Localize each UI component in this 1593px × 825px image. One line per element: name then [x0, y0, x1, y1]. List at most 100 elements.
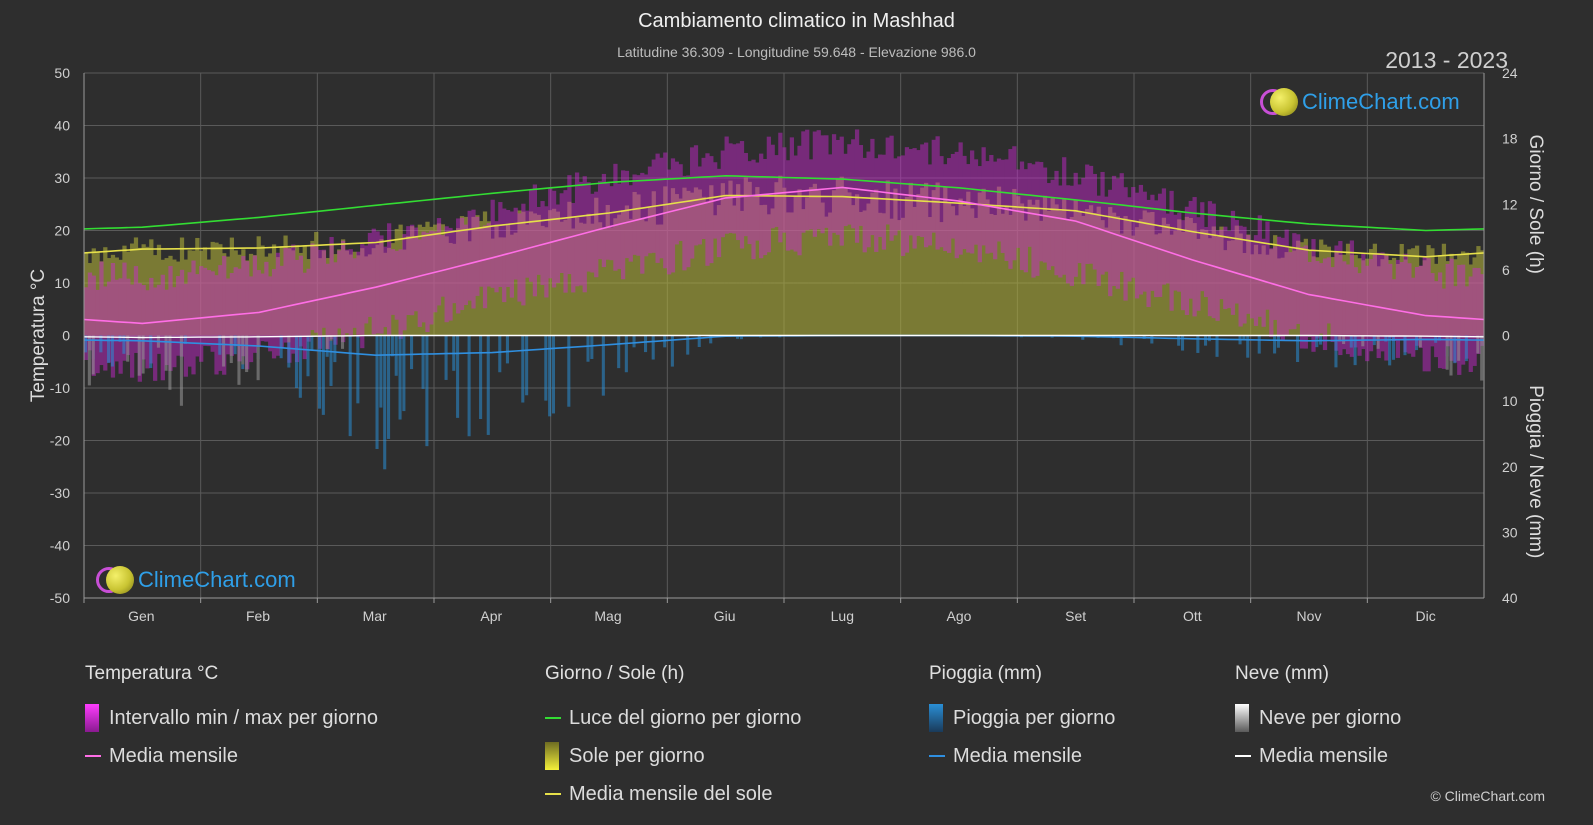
- temp-range-bar: [130, 284, 135, 378]
- temp-range-bar: [977, 166, 982, 263]
- sunshine-bar: [532, 213, 538, 336]
- sunshine-bar: [851, 205, 856, 336]
- temp-range-bar: [728, 143, 733, 233]
- logo-bottom-left[interactable]: ClimeChart.com: [96, 566, 296, 594]
- sunshine-bar: [1457, 254, 1462, 336]
- rain-bar: [1437, 335, 1442, 341]
- legend-label: Media mensile: [109, 744, 238, 767]
- temp-range-bar: [1330, 267, 1335, 342]
- right-bottom-tick-label: 40: [1502, 590, 1518, 606]
- x-tick-label: Gen: [128, 608, 154, 624]
- temp-range-bar: [1062, 157, 1067, 275]
- temp-range-bar: [1280, 237, 1285, 341]
- sunshine-bar: [268, 253, 273, 336]
- sunshine-bar: [912, 206, 917, 336]
- sunshine-bar: [421, 226, 426, 336]
- temp-range-bar: [670, 158, 676, 273]
- temp-range-bar: [145, 290, 150, 369]
- snow-bar: [229, 335, 233, 364]
- logo-top-right[interactable]: ClimeChart.com: [1260, 88, 1460, 116]
- temp-range-bar: [1173, 214, 1178, 291]
- temp-range-bar: [387, 223, 392, 335]
- temp-range-bar: [379, 235, 384, 334]
- temp-range-bar: [751, 159, 756, 260]
- sunshine-bar: [1326, 246, 1331, 336]
- sunshine-bar: [831, 190, 837, 336]
- temp-range-bar: [164, 289, 169, 366]
- temp-range-bar: [1353, 267, 1358, 348]
- sunshine-bar: [1384, 254, 1389, 336]
- sunshine-bar: [1257, 254, 1262, 336]
- sunshine-bar: [551, 208, 557, 336]
- snow-bar: [237, 335, 241, 385]
- temp-range-bar: [785, 160, 791, 251]
- temp-range-bar: [805, 129, 810, 231]
- legend-item-rain: Pioggia per giorno: [929, 699, 1115, 737]
- sunshine-bar: [237, 254, 242, 336]
- temp-range-bar: [709, 156, 714, 264]
- sunshine-bar: [1288, 247, 1293, 336]
- sunshine-bar: [191, 250, 196, 336]
- sunshine-bar: [900, 217, 906, 336]
- temp-range-bar: [498, 202, 503, 288]
- sunshine-bar: [1215, 236, 1220, 336]
- sunshine-bar: [1365, 258, 1370, 336]
- temp-range-bar: [586, 182, 591, 272]
- temp-range-bar: [843, 153, 848, 227]
- temp-range-bar: [459, 217, 465, 311]
- sunshine-bar: [728, 180, 733, 336]
- legend-swatch: [545, 717, 561, 719]
- rain-bar: [410, 335, 414, 370]
- sunshine-bar: [762, 204, 768, 336]
- temp-range-bar: [1430, 273, 1435, 347]
- temp-range-bar: [1296, 234, 1301, 324]
- rain-bar: [521, 335, 525, 403]
- temp-range-bar: [1177, 212, 1182, 292]
- sunshine-bar: [183, 259, 188, 336]
- sunshine-bar: [317, 258, 323, 336]
- rain-bar: [1257, 335, 1261, 354]
- sunshine-bar: [218, 244, 223, 336]
- rain-bar: [379, 335, 383, 408]
- temp-range-bar: [1111, 175, 1117, 287]
- temp-range-bar: [356, 251, 361, 338]
- sunshine-bar: [732, 205, 737, 336]
- x-tick-label: Mar: [363, 608, 387, 624]
- rain-bar: [551, 335, 556, 414]
- rain-bar: [486, 335, 490, 435]
- temp-range-bar: [1054, 170, 1059, 276]
- rain-bar: [317, 335, 322, 409]
- temp-range-bar: [989, 155, 994, 253]
- sunshine-bar: [1050, 197, 1055, 336]
- sunshine-bar: [1403, 259, 1408, 336]
- temp-range-bar: [183, 283, 188, 377]
- temp-range-bar: [759, 153, 764, 259]
- temp-range-bar: [1345, 264, 1351, 355]
- sunshine-bar: [187, 250, 192, 336]
- temp-range-bar: [1157, 193, 1163, 297]
- temp-range-bar: [314, 246, 319, 333]
- sunshine-bar: [724, 196, 729, 336]
- sunshine-bar: [1192, 223, 1197, 336]
- sunshine-bar: [828, 212, 833, 336]
- temp-range-bar: [548, 187, 553, 279]
- temp-range-bar: [1250, 240, 1255, 319]
- temp-range-bar: [747, 161, 752, 245]
- sunshine-bar: [736, 184, 741, 336]
- temp-range-bar: [1081, 177, 1086, 285]
- temp-range-bar: [444, 226, 449, 323]
- temp-range-bar: [1085, 164, 1090, 264]
- sunshine-bar: [1361, 260, 1366, 336]
- sunshine-bar: [287, 248, 292, 336]
- temp-range-bar: [218, 265, 223, 371]
- snow-bar: [1476, 335, 1480, 354]
- temp-range-bar: [567, 175, 572, 275]
- rain-bar: [739, 335, 743, 340]
- sunshine-bar: [406, 236, 411, 336]
- rain-bar: [663, 335, 667, 348]
- rain-bar: [697, 335, 701, 347]
- temp-range-bar: [1065, 185, 1071, 284]
- sunshine-bar: [84, 253, 89, 336]
- sunshine-bar: [1407, 249, 1412, 336]
- temp-range-bar: [1019, 161, 1025, 271]
